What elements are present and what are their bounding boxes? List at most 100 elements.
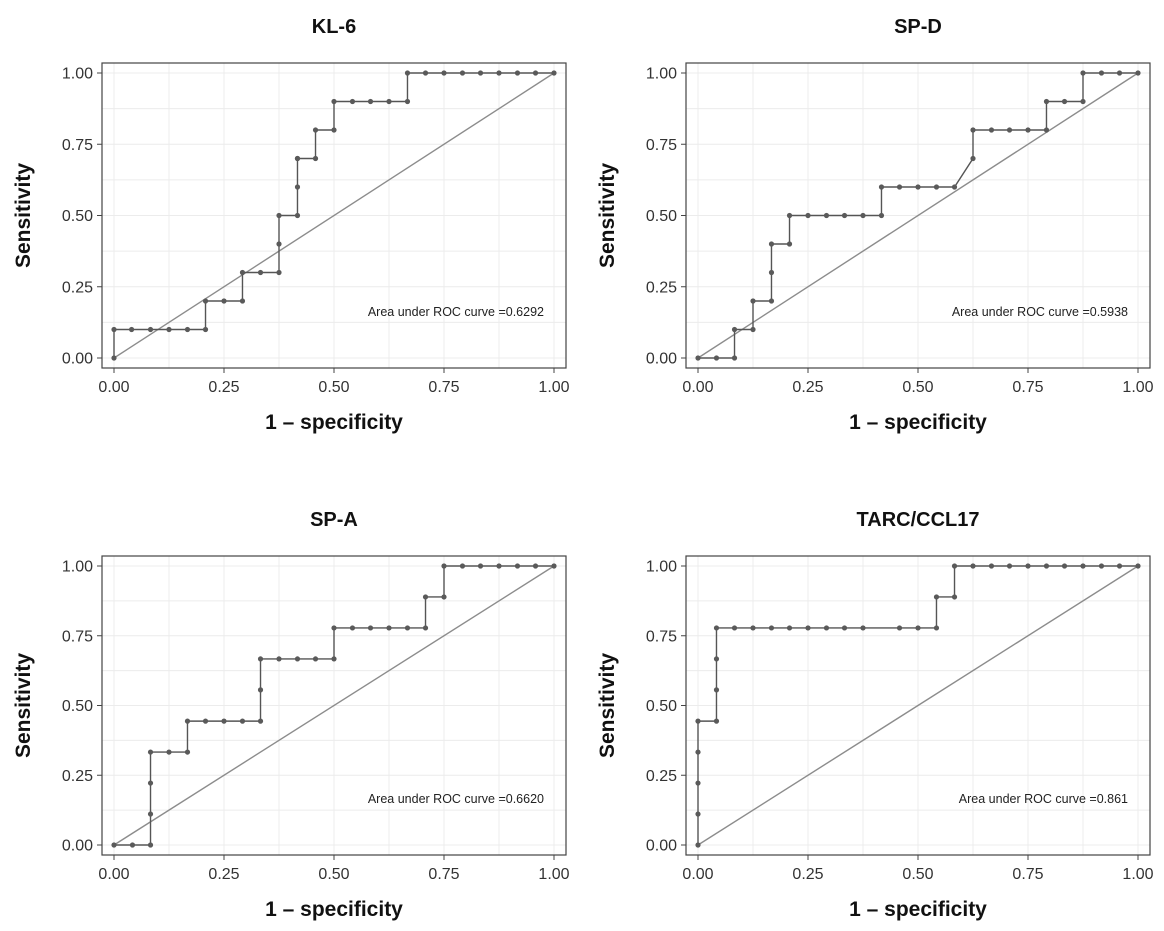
roc-point	[933, 594, 940, 600]
roc-point	[768, 625, 775, 631]
roc-point	[532, 563, 539, 569]
roc-point	[1025, 127, 1031, 133]
roc-panel-2: 0.00 0.25 0.50 0.75 1.00 0.00 0.25 0.50 0.75 1.00…	[596, 16, 1154, 434]
roc-point	[951, 184, 958, 190]
roc-point	[221, 718, 227, 724]
roc-point	[441, 594, 447, 600]
roc-point	[239, 298, 246, 304]
x-tick-label: 0.50	[318, 379, 349, 396]
x-tick-label: 0.00	[98, 866, 129, 883]
roc-point	[768, 298, 775, 304]
roc-point	[551, 70, 557, 76]
roc-point	[1061, 98, 1068, 105]
roc-point	[276, 269, 282, 276]
x-axis-label: 1 – specificity	[265, 898, 403, 921]
roc-panel-1: 0.00 0.25 0.50 0.75 1.00 0.00 0.25 0.50 0.75 1.00…	[12, 16, 570, 434]
roc-point	[1098, 563, 1105, 569]
grid	[686, 556, 1150, 855]
x-axis-label: 1 – specificity	[849, 898, 987, 921]
roc-point	[988, 563, 995, 569]
roc-point	[1043, 563, 1050, 569]
roc-point	[459, 70, 466, 76]
roc-point	[404, 625, 411, 631]
y-tick-label: 0.75	[62, 137, 93, 154]
roc-panel-4: 0.00 0.25 0.50 0.75 1.00 0.00 0.25 0.50 0.75 1.00…	[596, 509, 1154, 921]
roc-panel-3: 0.00 0.25 0.50 0.75 1.00 0.00 0.25 0.50 0.75 1.00…	[12, 509, 570, 921]
chart-title: SP-A	[310, 509, 358, 531]
reference-diagonal	[113, 72, 555, 359]
roc-point	[1135, 563, 1141, 569]
roc-point	[331, 98, 337, 105]
reference-diagonal	[113, 565, 555, 846]
y-tick-label: 0.75	[646, 628, 677, 645]
roc-point	[147, 811, 154, 817]
x-tick-label: 1.00	[1122, 379, 1153, 396]
x-tick-label: 0.00	[682, 379, 713, 396]
y-tick-label: 0.50	[62, 698, 93, 715]
chart-title: TARC/CCL17	[857, 509, 980, 531]
roc-point	[768, 269, 775, 276]
roc-point	[312, 155, 319, 162]
y-tick-label: 0.25	[646, 279, 677, 296]
x-tick-label: 0.75	[428, 379, 459, 396]
y-tick-label: 1.00	[646, 559, 677, 576]
roc-point	[713, 355, 720, 361]
roc-point	[750, 298, 756, 304]
roc-point	[731, 355, 738, 361]
roc-point	[184, 718, 191, 724]
roc-point	[841, 212, 848, 219]
roc-point	[202, 326, 209, 333]
roc-point	[786, 241, 793, 247]
roc-point	[257, 687, 264, 693]
roc-point	[951, 563, 958, 569]
roc-point	[713, 656, 720, 662]
roc-point	[695, 811, 701, 817]
roc-point	[477, 70, 484, 76]
roc-point	[422, 70, 429, 76]
roc-point	[349, 625, 356, 631]
reference-diagonal	[697, 565, 1139, 846]
roc-point	[1098, 70, 1105, 76]
roc-point	[239, 718, 246, 724]
chart-title: KL-6	[312, 16, 356, 38]
roc-point	[111, 326, 117, 333]
roc-point	[404, 98, 411, 105]
x-tick-label: 0.75	[1012, 379, 1043, 396]
roc-point	[823, 212, 830, 219]
roc-point	[294, 155, 301, 162]
x-tick-label: 0.00	[98, 379, 129, 396]
roc-point	[695, 749, 701, 755]
x-axis-label: 1 – specificity	[265, 411, 403, 434]
roc-point	[915, 625, 921, 631]
x-tick-label: 0.75	[1012, 866, 1043, 883]
roc-point	[276, 212, 282, 219]
x-tick-label: 1.00	[1122, 866, 1153, 883]
roc-point	[147, 326, 154, 333]
x-tick-label: 0.50	[318, 866, 349, 883]
roc-point	[713, 718, 720, 724]
roc-point	[878, 212, 885, 219]
roc-point	[367, 625, 374, 631]
roc-point	[257, 269, 264, 276]
roc-point	[860, 212, 866, 219]
roc-point	[312, 656, 319, 662]
roc-point	[1006, 563, 1013, 569]
y-tick-label: 0.00	[646, 351, 677, 368]
y-tick-label: 0.00	[646, 838, 677, 855]
roc-point	[731, 625, 738, 631]
roc-point	[514, 70, 521, 76]
roc-point	[496, 563, 502, 569]
roc-point	[805, 625, 811, 631]
roc-point	[331, 127, 337, 133]
roc-point	[147, 780, 154, 786]
auc-annotation: Area under ROC curve =0.861	[959, 792, 1128, 806]
x-tick-label: 0.25	[792, 379, 823, 396]
roc-point	[1061, 563, 1068, 569]
roc-point	[988, 127, 995, 133]
roc-point	[933, 625, 940, 631]
y-tick-label: 1.00	[62, 66, 93, 83]
roc-point	[184, 749, 191, 755]
roc-point	[1006, 127, 1013, 133]
roc-point	[915, 184, 921, 190]
